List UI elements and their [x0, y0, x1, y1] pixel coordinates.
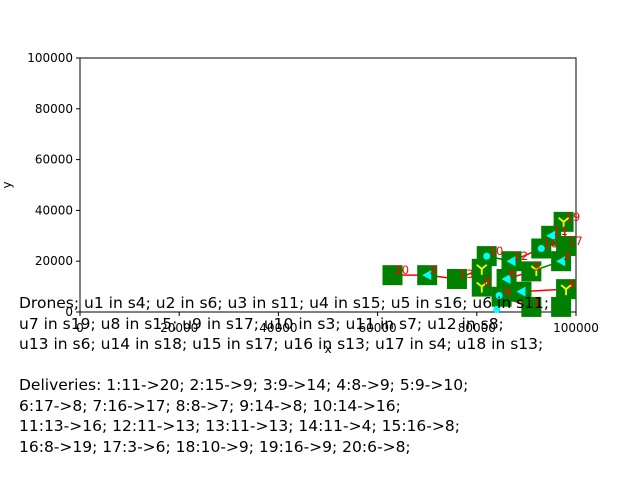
drone-marker — [558, 217, 570, 228]
station-label: 13 — [459, 267, 474, 281]
drone-marker-arm — [535, 265, 542, 271]
x-tick-label: 60000 — [359, 321, 397, 335]
station-marker — [521, 261, 542, 282]
drone-marker — [506, 256, 516, 267]
drone-marker-arm — [558, 217, 565, 223]
station-marker — [551, 296, 572, 317]
y-tick-label: 40000 — [35, 203, 73, 217]
drone-marker-arm — [530, 265, 537, 271]
drone-marker — [422, 270, 432, 281]
drone-marker — [476, 281, 488, 293]
drone-marker-arm — [560, 284, 567, 290]
x-tick-label: 20000 — [160, 321, 198, 335]
x-tick-label: 0 — [76, 321, 84, 335]
station-label: 8 — [484, 275, 491, 289]
drone-marker — [537, 245, 545, 252]
x-tick-label: 80000 — [458, 321, 496, 335]
y-tick-label: 100000 — [27, 51, 73, 65]
station-label: 20 — [394, 263, 409, 277]
station-label: 12 — [514, 249, 529, 263]
station-marker — [556, 235, 577, 256]
y-axis-label: y — [0, 181, 14, 188]
x-tick-label: 100000 — [553, 321, 599, 335]
drone-marker — [516, 286, 526, 297]
drone-marker-arm — [476, 281, 483, 288]
drone-marker — [483, 252, 491, 260]
station-label: 3 — [429, 263, 436, 277]
drone-marker-arm — [476, 264, 483, 270]
station-label: 6 — [509, 267, 516, 281]
drone-marker — [560, 284, 572, 296]
drone-marker-arm — [565, 284, 572, 290]
axes: 0 20000 40000 60000 80000 100000 0 20000 40000 60… — [27, 51, 599, 335]
x-axis-label: x — [324, 342, 331, 356]
plot-frame — [79, 57, 577, 313]
drone-marker — [530, 265, 542, 277]
drone-marker — [556, 256, 566, 267]
station-label: 11 — [553, 224, 568, 238]
drones — [422, 217, 572, 313]
station-marker — [521, 296, 542, 317]
y-tick-label: 20000 — [35, 254, 73, 268]
station-label: 5 — [533, 259, 540, 273]
y-tick-label: 80000 — [35, 102, 73, 116]
y-tick-label: 0 — [65, 305, 73, 319]
drone-marker-arm — [481, 264, 488, 270]
x-tick-label: 40000 — [259, 321, 297, 335]
caption-text: Drones; u1 in s4; u2 in s6; u3 in s11; u… — [19, 294, 550, 456]
station-label: 2 — [563, 249, 570, 263]
drone-marker — [546, 230, 556, 241]
station-label: 16 — [543, 237, 558, 251]
drone-marker — [476, 264, 488, 275]
drone-marker-arm — [563, 217, 570, 223]
station-label: 19 — [566, 210, 581, 224]
y-tick-label: 60000 — [35, 153, 73, 167]
station-label: 10 — [489, 244, 504, 258]
drone-marker — [501, 273, 511, 284]
station-label: 17 — [568, 234, 583, 248]
station-marker — [446, 268, 467, 289]
station-label: 9 — [568, 277, 575, 291]
station-marker — [382, 265, 403, 286]
station-label: 1 — [533, 295, 540, 309]
drone-marker-arm — [481, 281, 488, 288]
station-label: 4 — [504, 285, 511, 299]
drone-marker — [495, 291, 503, 299]
drone-marker — [493, 305, 501, 313]
